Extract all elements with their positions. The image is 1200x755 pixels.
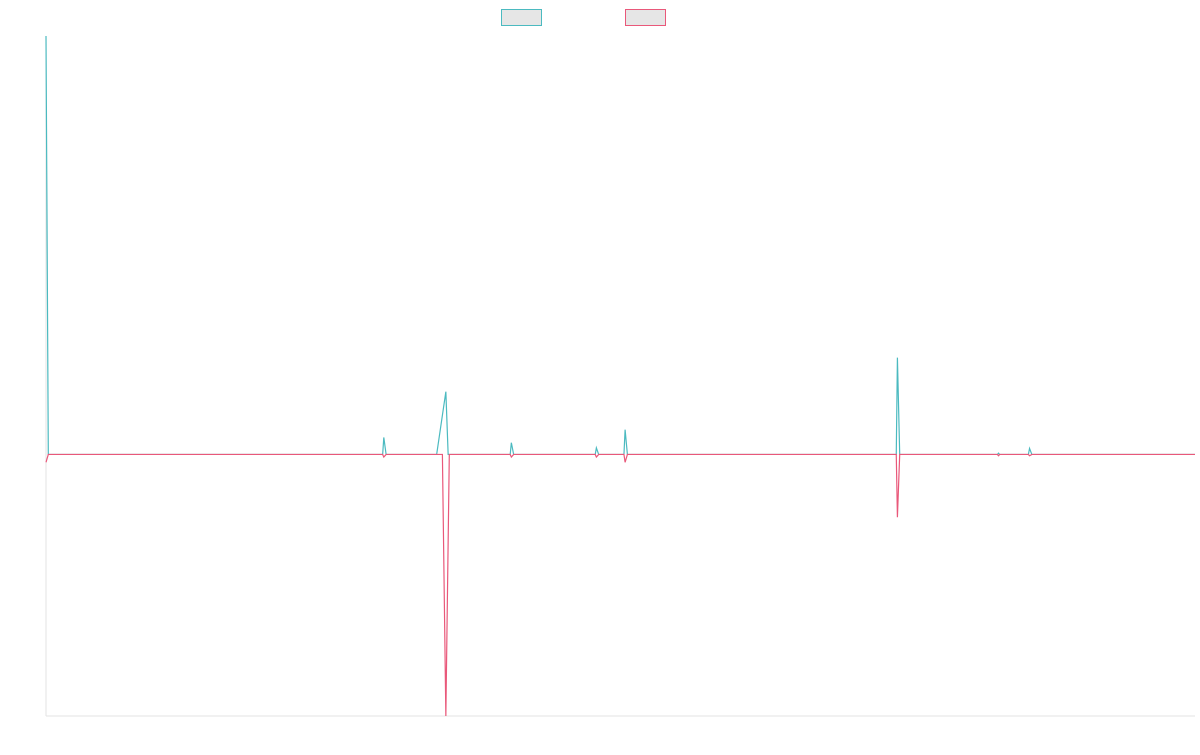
series-line-1 [45,35,1195,456]
legend-swatch-1[interactable] [501,9,542,26]
axes [45,36,1195,717]
series-line-2 [45,453,1195,717]
legend[interactable] [501,9,666,26]
series-layer [45,35,1195,717]
legend-swatch-2[interactable] [625,9,666,26]
